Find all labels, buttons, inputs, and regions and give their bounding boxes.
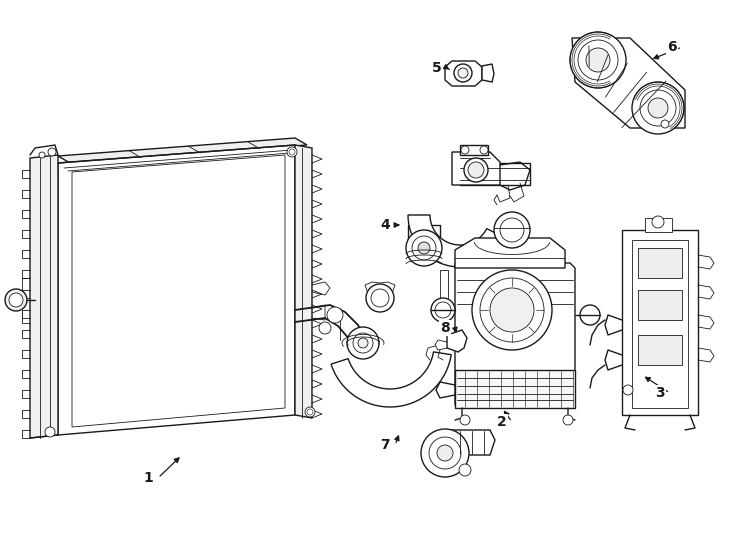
Circle shape bbox=[652, 216, 664, 228]
Text: 6: 6 bbox=[667, 40, 677, 54]
Circle shape bbox=[472, 270, 552, 350]
Circle shape bbox=[319, 322, 331, 334]
Circle shape bbox=[358, 338, 368, 348]
Circle shape bbox=[418, 242, 430, 254]
Text: 8: 8 bbox=[440, 321, 450, 335]
Polygon shape bbox=[460, 163, 530, 185]
Circle shape bbox=[371, 289, 389, 307]
Circle shape bbox=[586, 48, 610, 72]
Polygon shape bbox=[445, 61, 482, 86]
Text: 4: 4 bbox=[380, 218, 390, 232]
Circle shape bbox=[421, 429, 469, 477]
Polygon shape bbox=[460, 145, 488, 155]
Polygon shape bbox=[447, 330, 467, 352]
Polygon shape bbox=[482, 64, 494, 82]
Polygon shape bbox=[30, 155, 58, 438]
Polygon shape bbox=[408, 225, 440, 250]
Circle shape bbox=[9, 293, 23, 307]
Circle shape bbox=[347, 327, 379, 359]
Circle shape bbox=[661, 120, 669, 128]
Circle shape bbox=[45, 427, 55, 437]
Circle shape bbox=[480, 278, 544, 342]
Circle shape bbox=[435, 302, 451, 318]
Text: 5: 5 bbox=[432, 61, 442, 75]
Polygon shape bbox=[448, 430, 495, 455]
Circle shape bbox=[48, 148, 56, 156]
Circle shape bbox=[623, 385, 633, 395]
Circle shape bbox=[490, 288, 534, 332]
Polygon shape bbox=[455, 263, 575, 405]
Circle shape bbox=[464, 158, 488, 182]
Polygon shape bbox=[72, 155, 285, 427]
Circle shape bbox=[459, 464, 471, 476]
Circle shape bbox=[327, 307, 343, 323]
Circle shape bbox=[480, 146, 488, 154]
Circle shape bbox=[500, 218, 524, 242]
Circle shape bbox=[305, 407, 315, 417]
Polygon shape bbox=[455, 238, 565, 268]
Polygon shape bbox=[638, 248, 682, 278]
Circle shape bbox=[461, 146, 469, 154]
Polygon shape bbox=[638, 335, 682, 365]
Polygon shape bbox=[622, 230, 698, 415]
Text: 3: 3 bbox=[655, 386, 665, 400]
Circle shape bbox=[494, 212, 530, 248]
Circle shape bbox=[468, 162, 484, 178]
Circle shape bbox=[570, 32, 626, 88]
Polygon shape bbox=[455, 370, 575, 408]
Circle shape bbox=[454, 64, 472, 82]
Circle shape bbox=[5, 289, 27, 311]
Polygon shape bbox=[295, 145, 312, 418]
Circle shape bbox=[632, 82, 684, 134]
Circle shape bbox=[437, 445, 453, 461]
Polygon shape bbox=[632, 240, 688, 408]
Circle shape bbox=[366, 284, 394, 312]
Text: 1: 1 bbox=[143, 471, 153, 485]
Polygon shape bbox=[638, 290, 682, 320]
Polygon shape bbox=[58, 138, 307, 163]
Polygon shape bbox=[331, 352, 451, 407]
Polygon shape bbox=[645, 218, 672, 232]
Circle shape bbox=[648, 98, 668, 118]
Text: 7: 7 bbox=[380, 438, 390, 452]
Circle shape bbox=[580, 305, 600, 325]
Circle shape bbox=[578, 40, 618, 80]
Circle shape bbox=[39, 152, 45, 158]
Circle shape bbox=[460, 415, 470, 425]
Circle shape bbox=[406, 230, 442, 266]
Circle shape bbox=[287, 147, 297, 157]
Polygon shape bbox=[452, 152, 500, 185]
Polygon shape bbox=[58, 145, 295, 435]
Circle shape bbox=[458, 68, 468, 78]
Text: 2: 2 bbox=[497, 415, 507, 429]
Circle shape bbox=[412, 236, 436, 260]
Circle shape bbox=[289, 149, 295, 155]
Circle shape bbox=[431, 298, 455, 322]
Circle shape bbox=[353, 333, 373, 353]
Circle shape bbox=[307, 409, 313, 415]
Circle shape bbox=[563, 415, 573, 425]
Circle shape bbox=[640, 90, 676, 126]
Polygon shape bbox=[408, 215, 506, 267]
Polygon shape bbox=[572, 38, 685, 128]
Circle shape bbox=[429, 437, 461, 469]
